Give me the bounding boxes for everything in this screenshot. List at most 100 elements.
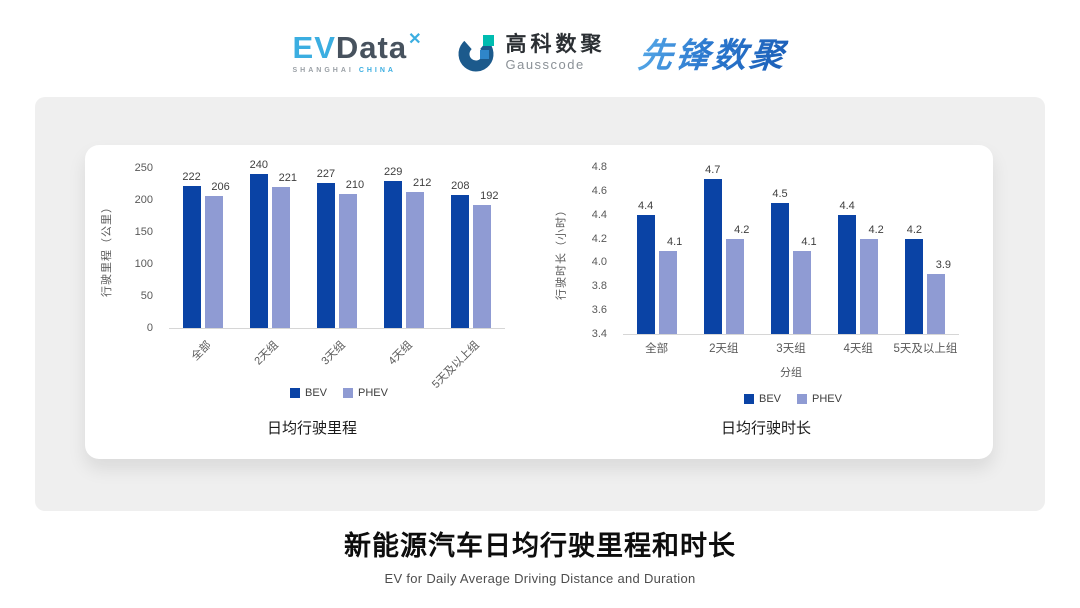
evdata-ev-text: EV (292, 29, 336, 65)
x-tick-cell: 全部 (623, 340, 690, 356)
gausscode-en-text: Gausscode (505, 56, 585, 72)
bar-group: 222 206 (182, 169, 230, 328)
bar-phev: 4.1 (792, 236, 817, 334)
evdata-china-text: CHINA (358, 66, 396, 74)
bar-bev: 4.4 (838, 200, 857, 334)
page-title: 新能源汽车日均行驶里程和时长 (344, 531, 736, 561)
bar-value-label: 4.2 (906, 223, 922, 236)
bar-value-label: 212 (412, 177, 432, 190)
y-axis-title: 行驶里程（公里） (101, 201, 113, 297)
evdata-shanghai-text: SHANGHAI (292, 66, 354, 74)
caption-block: 新能源汽车日均行驶里程和时长 EV for Daily Average Driv… (0, 524, 1080, 586)
bar-group: 4.2 3.9 (905, 168, 951, 334)
bar-bev: 4.7 (703, 164, 722, 334)
bar-group: 4.4 4.1 (636, 168, 682, 334)
legend-item-bev: BEV (744, 393, 781, 405)
bar-phev: 206 (204, 181, 230, 328)
x-axis-labels: 全部 2天组 3天组 4天组 5天及以上组 (623, 340, 959, 356)
bar-value-label: 240 (249, 159, 268, 172)
x-tick-cell: 4天组 (825, 340, 892, 356)
x-tick-label: 3天组 (319, 339, 348, 368)
y-tick-label: 150 (134, 226, 153, 238)
legend-label: BEV (305, 387, 328, 399)
legend: BEV PHEV (129, 387, 549, 399)
bar-value-label: 4.1 (801, 235, 817, 248)
y-tick-label: 4.4 (591, 208, 607, 221)
bar-group: 229 212 (384, 166, 431, 328)
x-tick-label: 4天组 (386, 339, 415, 368)
bar-value-label: 4.1 (666, 235, 683, 248)
x-tick-label: 全部 (189, 339, 214, 364)
x-tick-cell: 5天及以上组 (892, 340, 959, 356)
y-tick-label: 3.4 (591, 328, 607, 340)
bar-bev: 208 (451, 180, 470, 328)
bar-bev: 229 (384, 166, 402, 328)
evdata-subtext: SHANGHAI CHINA (293, 67, 423, 74)
y-tick-label: 4.6 (591, 184, 607, 197)
bar-phev: 212 (406, 177, 431, 328)
bar-value-label: 210 (345, 178, 365, 191)
y-tick-label: 4.2 (591, 232, 607, 245)
bar-value-label: 206 (211, 181, 230, 194)
bar-value-label: 221 (278, 171, 297, 184)
bar-value-label: 222 (182, 170, 201, 183)
legend-item-phev: PHEV (343, 387, 388, 399)
x-axis-labels: 全部 2天组 3天组 4天组 5天及以上组 (169, 334, 505, 391)
bar-bev: 227 (317, 168, 335, 328)
x-tick-cell: 全部 (169, 334, 236, 388)
bar-bev: 4.2 (905, 224, 924, 334)
y-tick-label: 0 (146, 322, 153, 334)
bar-group: 4.5 4.1 (770, 168, 817, 334)
bar-phev: 3.9 (927, 259, 951, 334)
bar-value-label: 4.4 (637, 199, 654, 212)
xianfeng-logo: 先锋数聚 (636, 28, 790, 77)
gausscode-g-icon (458, 34, 495, 71)
x-tick-label: 2天组 (709, 343, 739, 355)
x-tick-cell: 2天组 (690, 340, 757, 356)
y-tick-label: 4.8 (591, 161, 607, 173)
bar-phev: 192 (473, 190, 499, 328)
y-tick-label: 4.0 (591, 256, 607, 269)
x-tick-cell: 3天组 (303, 334, 370, 388)
x-tick-label: 全部 (645, 343, 669, 355)
gausscode-logo: 高科数聚 Gausscode (456, 33, 605, 73)
y-tick-label: 200 (134, 194, 153, 206)
bar-bev: 222 (182, 171, 201, 328)
bar-bev: 4.4 (636, 200, 655, 334)
bar-value-label: 4.4 (839, 199, 855, 212)
gausscode-text: 高科数聚 Gausscode (505, 33, 605, 71)
bar-phev: 4.2 (860, 224, 884, 334)
y-tick-label: 3.8 (591, 280, 607, 293)
x-tick-label: 2天组 (252, 339, 281, 368)
x-tick-cell: 5天及以上组 (430, 334, 505, 391)
bar-value-label: 3.9 (935, 259, 951, 272)
evdata-data-text: Data (335, 29, 408, 65)
bar-value-label: 229 (383, 166, 403, 179)
bar-value-label: 4.7 (705, 163, 721, 176)
duration-chart: 行驶时长（小时） 4.8 4.6 4.4 4.2 4.0 3.8 3.6 3.4 4.4 4.1 4.… (539, 145, 993, 459)
legend: BEV PHEV (583, 393, 1003, 405)
y-tick-label: 3.6 (591, 304, 607, 317)
x-tick-label: 5天及以上组 (893, 343, 958, 355)
y-tick-label: 250 (134, 162, 153, 174)
bar-value-label: 227 (316, 167, 336, 180)
bar-bev: 4.5 (770, 188, 789, 334)
legend-item-phev: PHEV (797, 393, 842, 405)
plot-area: 4.4 4.1 4.7 4.2 4.5 4.1 4.4 4.2 4.2 3.9 (623, 164, 959, 335)
bar-phev: 210 (338, 179, 364, 328)
legend-label: BEV (759, 393, 782, 405)
charts-panel: 行驶里程（公里） 250 200 150 100 50 0 222 206 240 221 227 21… (35, 97, 1045, 511)
bar-phev: 4.2 (725, 224, 749, 334)
x-tick-cell: 3天组 (757, 340, 824, 356)
bar-value-label: 4.2 (868, 223, 884, 236)
bar-phev: 221 (271, 172, 297, 328)
page-subtitle: EV for Daily Average Driving Distance an… (384, 571, 696, 586)
bar-value-label: 4.5 (772, 187, 788, 200)
legend-swatch-phev (797, 394, 808, 404)
evdata-logo: EVData✕ SHANGHAI CHINA (292, 29, 423, 74)
evdata-wordmark: EVData✕ (292, 29, 423, 65)
bar-group: 208 192 (451, 169, 499, 328)
chart-title: 日均行驶里程 (266, 420, 357, 437)
bar-group: 4.4 4.2 (838, 168, 884, 334)
x-tick-label: 3天组 (776, 343, 806, 355)
